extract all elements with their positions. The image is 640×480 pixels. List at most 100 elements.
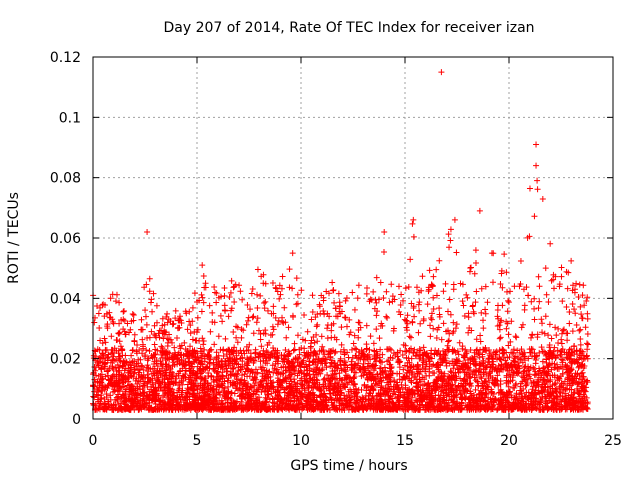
data-point	[112, 298, 119, 305]
data-point	[269, 331, 276, 338]
data-point	[383, 313, 390, 320]
data-point	[341, 314, 348, 321]
data-point	[526, 185, 533, 192]
data-point	[277, 291, 284, 298]
data-point	[584, 294, 591, 301]
data-point	[311, 339, 318, 346]
data-point	[381, 249, 388, 256]
data-point	[279, 314, 286, 321]
data-point	[169, 321, 176, 328]
data-point	[211, 341, 218, 348]
data-point	[539, 358, 546, 365]
data-point	[424, 301, 431, 308]
data-point	[404, 312, 411, 319]
data-point	[578, 311, 585, 318]
data-point	[94, 302, 101, 309]
data-point	[472, 247, 479, 254]
data-point	[221, 302, 228, 309]
data-point	[201, 284, 208, 291]
data-point	[505, 331, 512, 338]
data-point	[484, 299, 491, 306]
data-point	[245, 314, 252, 321]
data-point	[388, 281, 395, 288]
data-point	[244, 317, 251, 324]
data-point	[334, 362, 341, 369]
data-point	[149, 308, 156, 315]
data-point	[139, 336, 146, 343]
data-point	[151, 341, 158, 348]
data-point	[354, 295, 361, 302]
data-point	[469, 302, 476, 309]
data-point	[286, 284, 293, 291]
data-point	[480, 325, 487, 332]
data-point	[104, 372, 111, 379]
data-point	[270, 369, 277, 376]
data-point	[407, 334, 414, 341]
data-point	[472, 259, 479, 266]
data-point	[224, 368, 231, 375]
data-point	[198, 291, 205, 298]
data-point	[388, 347, 395, 354]
data-point	[430, 306, 437, 313]
data-point	[237, 288, 244, 295]
data-point	[211, 284, 218, 291]
data-point	[143, 347, 150, 354]
data-point	[510, 346, 517, 353]
data-point	[559, 327, 566, 334]
data-point	[102, 339, 109, 346]
data-point	[505, 297, 512, 304]
data-point	[222, 335, 229, 342]
data-point	[566, 346, 573, 353]
data-point	[456, 339, 463, 346]
data-point	[313, 323, 320, 330]
data-point	[568, 257, 575, 264]
data-point	[372, 380, 379, 387]
data-point	[117, 343, 124, 350]
data-point	[541, 330, 548, 337]
data-point	[120, 308, 127, 315]
data-point	[426, 267, 433, 274]
data-point	[243, 321, 250, 328]
data-point	[396, 358, 403, 365]
data-point	[270, 344, 277, 351]
data-point	[349, 289, 356, 296]
data-point	[262, 298, 269, 305]
data-point	[95, 310, 102, 317]
data-point	[329, 279, 336, 286]
data-point	[576, 327, 583, 334]
data-point	[331, 299, 338, 306]
data-point	[209, 309, 216, 316]
data-point	[531, 316, 538, 323]
data-point	[198, 308, 205, 315]
data-point	[217, 312, 224, 319]
data-point	[324, 335, 331, 342]
data-point	[480, 317, 487, 324]
data-point	[289, 285, 296, 292]
data-point	[309, 292, 316, 299]
data-point	[427, 322, 434, 329]
data-point	[294, 291, 301, 298]
data-point	[273, 285, 280, 292]
data-point	[187, 330, 194, 337]
data-point	[184, 326, 191, 333]
data-point	[231, 299, 238, 306]
data-point	[116, 299, 123, 306]
data-point	[531, 305, 538, 312]
data-point	[367, 333, 374, 340]
data-point	[343, 323, 350, 330]
data-point	[573, 280, 580, 287]
data-point	[221, 292, 228, 299]
data-point	[545, 332, 552, 339]
data-point	[464, 294, 471, 301]
data-point	[187, 343, 194, 350]
data-point	[497, 334, 504, 341]
data-point	[279, 273, 286, 280]
data-point	[270, 303, 277, 310]
data-point	[490, 250, 497, 257]
data-point	[542, 313, 549, 320]
data-point	[542, 265, 549, 272]
data-point	[283, 334, 290, 341]
data-point	[430, 273, 437, 280]
data-point	[535, 305, 542, 312]
data-point	[497, 386, 504, 393]
